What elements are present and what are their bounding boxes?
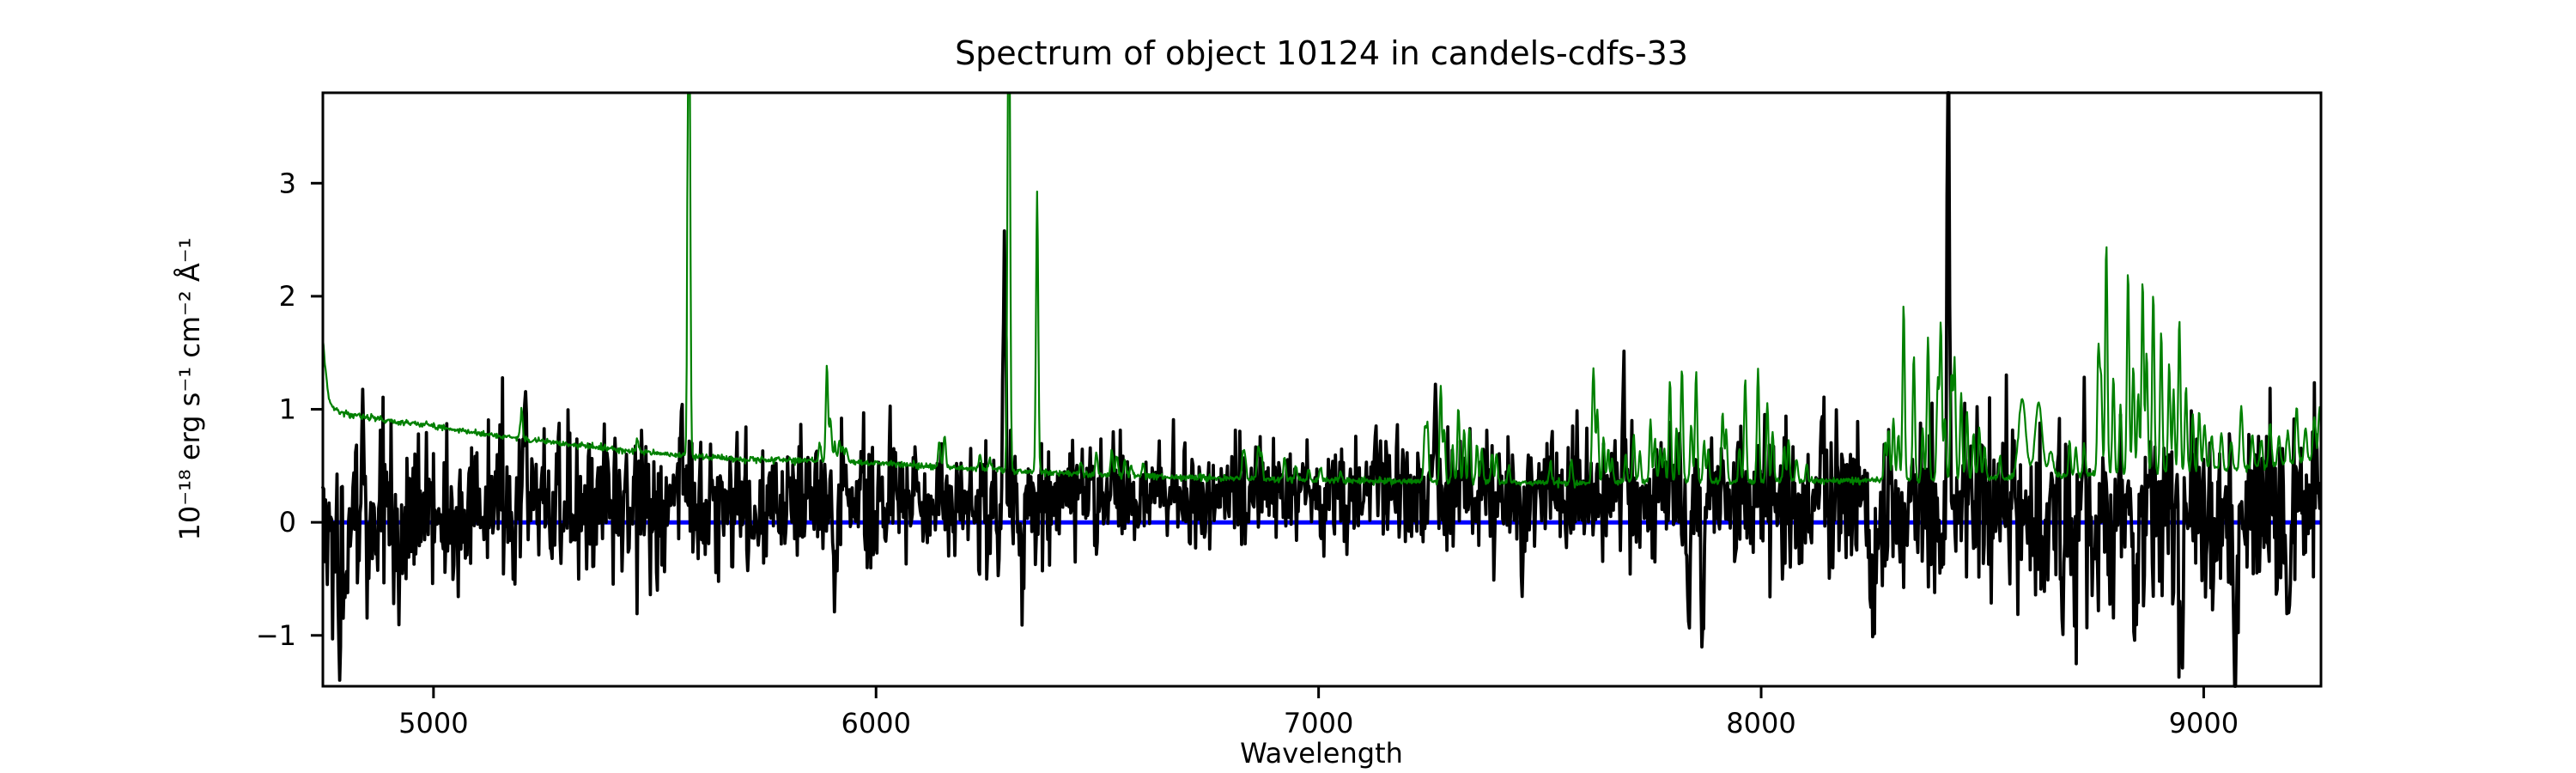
y-tick-label-0: 0 bbox=[279, 506, 296, 539]
x-tick-label-9000: 9000 bbox=[2169, 707, 2239, 740]
y-axis-label: 10⁻¹⁸ erg s⁻¹ cm⁻² Å⁻¹ bbox=[173, 237, 206, 540]
series-layer bbox=[321, 91, 2323, 688]
x-tick-label-8000: 8000 bbox=[1726, 707, 1795, 740]
y-tick-label-3: 3 bbox=[279, 167, 296, 199]
plot-title: Spectrum of object 10124 in candels-cdfs… bbox=[955, 34, 1688, 72]
x-tick-label-7000: 7000 bbox=[1284, 707, 1353, 740]
x-axis-label: Wavelength bbox=[1240, 737, 1403, 770]
axes-ticks: 5000 6000 7000 8000 9000 −1 0 1 2 3 bbox=[256, 167, 2239, 740]
y-tick-label-2: 2 bbox=[279, 280, 296, 313]
sky-noise-spectrum-line bbox=[321, 91, 2323, 489]
plot-frame bbox=[321, 91, 2323, 688]
x-tick-label-6000: 6000 bbox=[841, 707, 911, 740]
y-tick-label--1: −1 bbox=[256, 619, 296, 652]
x-tick-label-5000: 5000 bbox=[398, 707, 468, 740]
y-tick-label-1: 1 bbox=[279, 393, 296, 426]
object-spectrum-line bbox=[321, 91, 2323, 688]
